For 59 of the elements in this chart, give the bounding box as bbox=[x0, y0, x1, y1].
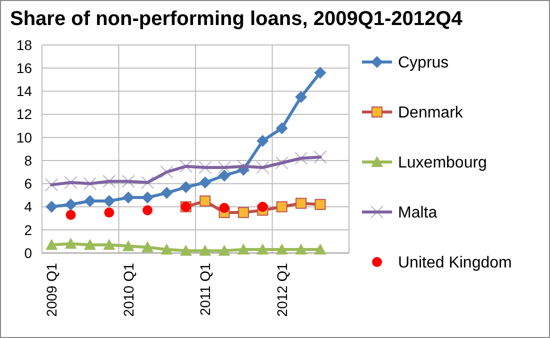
point bbox=[84, 195, 96, 207]
point bbox=[46, 200, 58, 213]
point bbox=[180, 181, 192, 194]
point bbox=[314, 198, 326, 210]
y-tick-label: 6 bbox=[24, 176, 32, 192]
y-tick-label: 18 bbox=[16, 36, 32, 53]
legend-label: United Kingdom bbox=[398, 254, 512, 272]
x-tick-label: 2010 Q1 bbox=[120, 262, 136, 317]
point bbox=[199, 176, 212, 189]
point bbox=[295, 244, 308, 255]
y-tick-label: 16 bbox=[16, 60, 32, 76]
point bbox=[142, 241, 154, 252]
point bbox=[64, 198, 77, 210]
x-tick-label: 2011 Q1 bbox=[196, 262, 213, 316]
point bbox=[122, 240, 134, 252]
x-tick-label: 2009 Q1 bbox=[43, 262, 60, 317]
point bbox=[142, 205, 153, 216]
point bbox=[160, 186, 173, 199]
point bbox=[104, 208, 114, 218]
point bbox=[103, 195, 116, 207]
y-tick-label: 0 bbox=[24, 244, 32, 261]
point bbox=[238, 207, 249, 218]
point bbox=[276, 122, 288, 134]
point bbox=[256, 244, 269, 255]
point bbox=[64, 238, 77, 249]
point bbox=[160, 244, 173, 255]
point bbox=[218, 170, 230, 182]
y-tick-label: 14 bbox=[16, 83, 32, 100]
y-tick-label: 2 bbox=[24, 222, 32, 238]
point bbox=[66, 210, 76, 220]
point bbox=[142, 192, 154, 204]
point bbox=[296, 198, 307, 209]
point bbox=[122, 192, 134, 204]
point bbox=[314, 66, 326, 79]
point bbox=[237, 244, 250, 255]
legend-label: Cyprus bbox=[398, 54, 449, 72]
point bbox=[314, 244, 326, 255]
point bbox=[180, 244, 192, 256]
x-tick-label: 2012 Q1 bbox=[274, 262, 290, 317]
point bbox=[84, 238, 96, 250]
point bbox=[276, 244, 288, 255]
point bbox=[258, 202, 268, 212]
point bbox=[199, 244, 212, 256]
point bbox=[276, 201, 288, 212]
chart-title: Share of non-performing loans, 2009Q1-2012Q4 bbox=[10, 8, 464, 30]
y-tick-label: 4 bbox=[24, 198, 32, 215]
y-tick-label: 8 bbox=[24, 152, 32, 168]
point bbox=[103, 238, 116, 250]
legend-label: Luxembourg bbox=[398, 154, 487, 172]
legend-label: Malta bbox=[398, 204, 438, 222]
point bbox=[256, 134, 269, 147]
point bbox=[218, 244, 230, 256]
point bbox=[219, 202, 230, 213]
point bbox=[46, 238, 58, 250]
y-tick-label: 10 bbox=[16, 129, 32, 146]
point bbox=[295, 91, 308, 103]
legend-label: Denmark bbox=[398, 104, 464, 122]
y-tick-label: 12 bbox=[16, 106, 32, 122]
point bbox=[200, 196, 211, 206]
